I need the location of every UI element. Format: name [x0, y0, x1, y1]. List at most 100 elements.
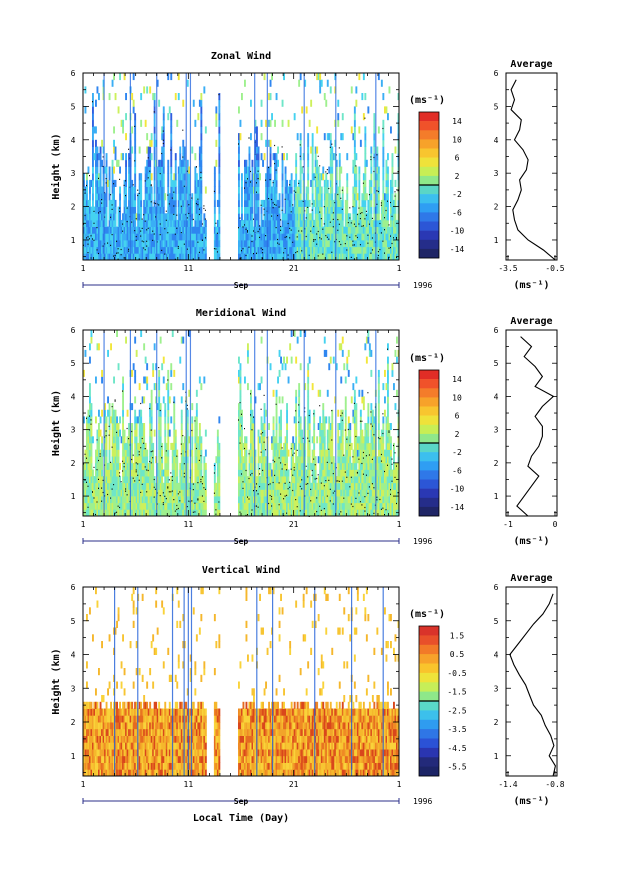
heatmap-cell: [200, 436, 202, 443]
heatmap-cell: [101, 140, 103, 147]
contour-mark: [261, 452, 262, 453]
contour-mark: [112, 406, 113, 407]
contour-mark: [240, 443, 241, 444]
heatmap-cell: [295, 180, 297, 187]
heatmap-cell: [151, 436, 153, 443]
heatmap-cell: [274, 120, 276, 127]
heatmap-cell: [154, 173, 156, 180]
contour-mark: [176, 456, 177, 457]
contour-mark: [253, 490, 254, 491]
contour-mark: [187, 249, 188, 250]
contour-mark: [101, 203, 102, 204]
heatmap-cell: [205, 126, 207, 133]
heatmap-cell: [247, 343, 249, 350]
heatmap-cell: [163, 396, 165, 403]
contour-mark: [158, 367, 159, 368]
heatmap-cell: [196, 416, 198, 423]
heatmap-cell: [364, 187, 366, 194]
heatmap-cell: [256, 133, 258, 140]
heatmap-cell: [169, 396, 171, 403]
contour-mark: [98, 460, 99, 461]
contour-mark: [316, 233, 317, 234]
contour-mark: [330, 222, 331, 223]
heatmap-cell: [270, 363, 272, 370]
heatmap-cell: [218, 120, 220, 127]
contour-mark: [151, 451, 152, 452]
heatmap-cell: [100, 153, 102, 160]
contour-mark: [143, 247, 144, 248]
heatmap-cell: [167, 416, 169, 423]
contour-mark: [86, 237, 87, 238]
heatmap-cell: [218, 450, 220, 457]
heatmap-cell: [346, 153, 348, 160]
heatmap-cell: [373, 180, 375, 187]
contour-mark: [268, 503, 269, 504]
contour-mark: [280, 226, 281, 227]
contour-mark: [396, 257, 397, 258]
contour-mark: [100, 453, 101, 454]
heatmap-cell: [92, 180, 94, 187]
colorbar-tick-label: -14: [450, 245, 465, 254]
contour-mark: [214, 248, 215, 249]
contour-mark: [280, 230, 281, 231]
heatmap-cell: [143, 430, 145, 437]
contour-mark: [106, 182, 107, 183]
contour-mark: [289, 237, 290, 238]
heatmap-cell: [149, 160, 151, 167]
heatmap-cell: [178, 93, 180, 100]
contour-mark: [289, 184, 290, 185]
heatmap-cell: [280, 443, 282, 450]
heatmap-cell: [154, 113, 156, 120]
heatmap-cell: [125, 187, 127, 194]
heatmap-cell: [92, 187, 94, 194]
contour-mark: [313, 226, 314, 227]
heatmap-cell: [197, 113, 199, 120]
contour-mark: [357, 237, 358, 238]
contour-mark: [143, 214, 144, 215]
heatmap-cell: [258, 187, 260, 194]
heatmap-cell: [355, 153, 357, 160]
heatmap-cell: [140, 187, 142, 194]
heatmap-cell: [200, 113, 202, 120]
heatmap-cell: [238, 147, 240, 154]
heatmap-cell: [131, 126, 133, 133]
heatmap-cell: [101, 370, 103, 377]
profile-y-tick-label: 3: [494, 169, 499, 178]
heatmap-cell: [218, 173, 220, 180]
contour-mark: [106, 178, 107, 179]
contour-mark: [119, 179, 120, 180]
heatmap-cell: [200, 160, 202, 167]
heatmap-cell: [175, 436, 177, 443]
contour-mark: [288, 258, 289, 259]
heatmap-cell: [136, 423, 138, 430]
contour-mark: [306, 236, 307, 237]
contour-mark: [309, 255, 310, 256]
heatmap-cell: [382, 147, 384, 154]
contour-mark: [360, 244, 361, 245]
heatmap-cell: [152, 463, 154, 470]
contour-mark: [191, 500, 192, 501]
contour-mark: [125, 488, 126, 489]
contour-mark: [249, 138, 250, 139]
heatmap-cell: [151, 423, 153, 430]
contour-mark: [97, 439, 98, 440]
contour-mark: [128, 438, 129, 439]
contour-mark: [331, 252, 332, 253]
heatmap-cell: [131, 93, 133, 100]
contour-mark: [137, 195, 138, 196]
heatmap-cell: [164, 403, 166, 410]
contour-mark: [148, 470, 149, 471]
heatmap-cell: [276, 436, 278, 443]
heatmap-cell: [364, 140, 366, 147]
heatmap-cell: [270, 463, 272, 470]
heatmap-cell: [115, 93, 117, 100]
contour-mark: [264, 209, 265, 210]
colorbar-tick-label: 2: [455, 172, 460, 181]
heatmap-cell: [106, 173, 108, 180]
contour-mark: [101, 488, 102, 489]
heatmap-cell: [364, 133, 366, 140]
heatmap-cell: [176, 456, 178, 463]
heatmap-cell: [378, 193, 380, 200]
contour-mark: [367, 243, 368, 244]
heatmap-cell: [382, 173, 384, 180]
